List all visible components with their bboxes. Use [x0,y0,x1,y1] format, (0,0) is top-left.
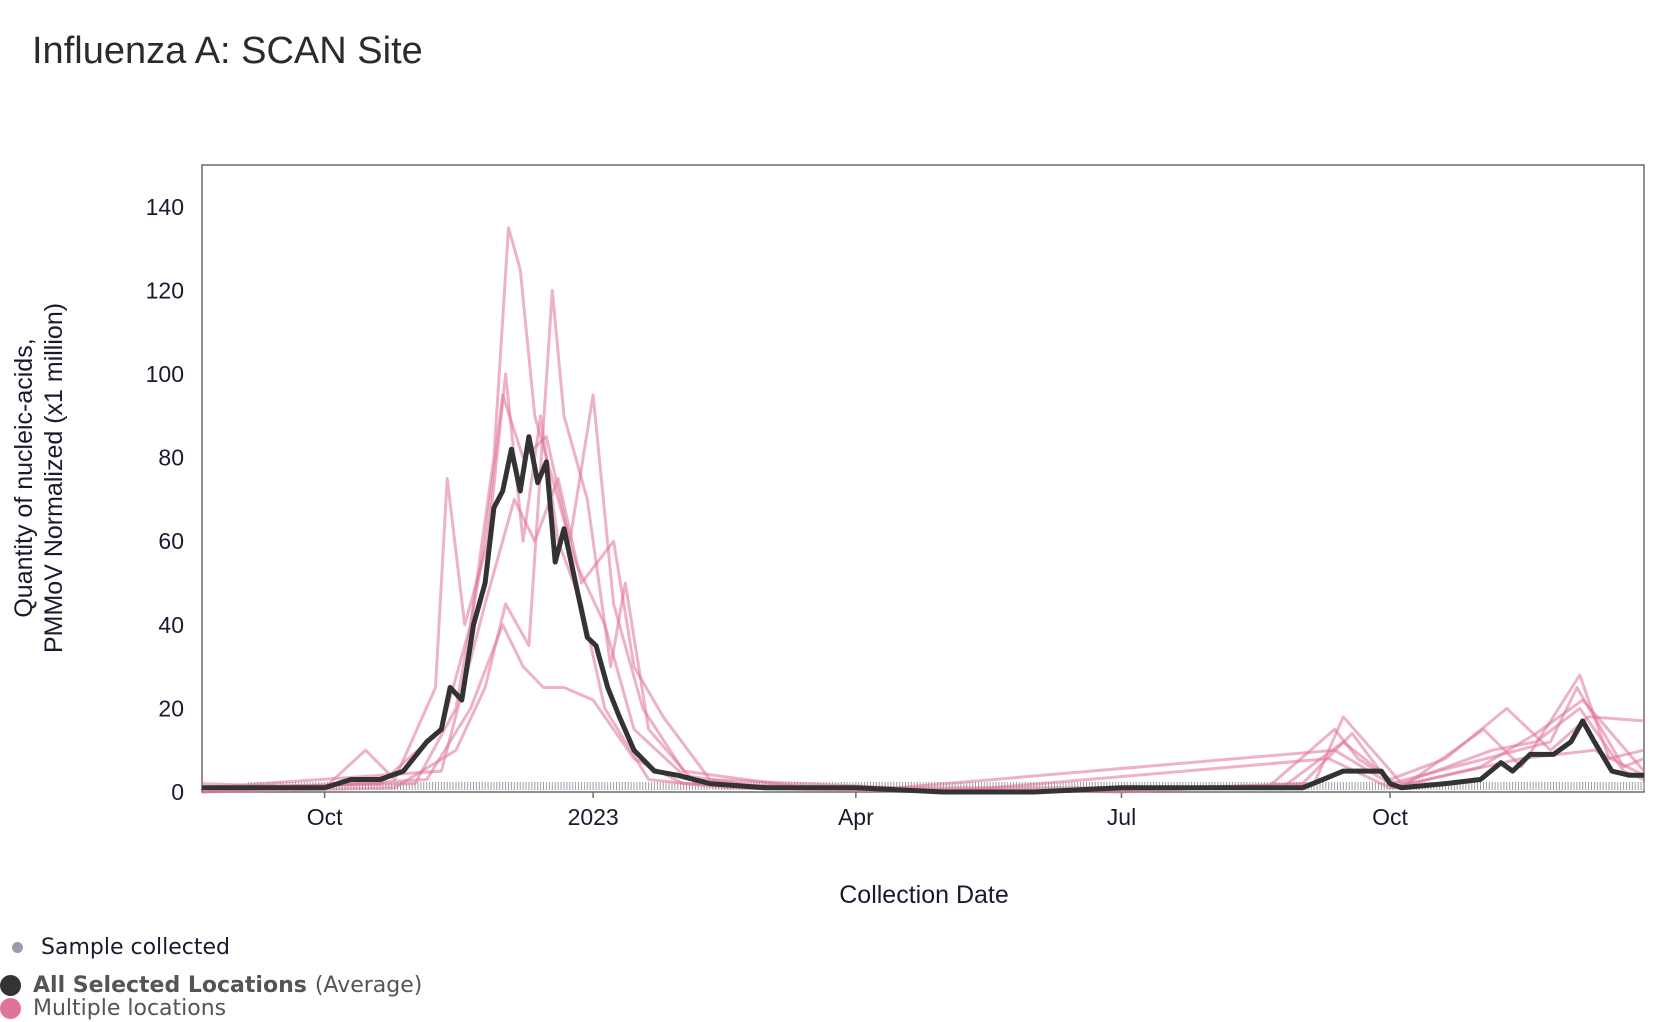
legend-item-sample: Sample collected [12,935,230,960]
x-tick-label: Oct [307,804,343,830]
y-tick-label: 100 [146,361,184,387]
y-tick-label: 80 [158,445,184,471]
average-dot-icon [0,975,21,996]
location-series-line [201,623,1645,794]
y-tick-label: 120 [146,277,184,303]
x-tick-label: 2023 [568,804,619,830]
location-series-line [201,393,1646,794]
x-axis-ticks: Oct 2023 Apr Jul Oct [307,792,1409,830]
y-axis-title-line: Quantity of nucleic-acids, [10,338,38,617]
sample-dot-icon [12,942,23,953]
legend-sample-label: Sample collected [41,935,231,960]
y-axis-title: Quantity of nucleic-acids, PMMoV Normaliz… [10,303,68,653]
y-axis-ticks: 0 20 40 60 80 100 120 140 [146,194,184,805]
x-tick-label: Jul [1107,804,1136,830]
legend-average-suffix: (Average) [314,973,423,998]
y-tick-label: 60 [158,528,184,554]
average-series-line [202,434,1644,795]
x-tick-label: Apr [838,804,874,830]
location-series-line [201,477,1645,790]
locations-dot-icon [0,998,21,1019]
average-series-group [202,434,1644,795]
chart-title: Influenza A: SCAN Site [32,30,423,72]
location-series-line [201,288,1645,794]
location-series-group [201,226,1646,794]
legend-item-locations: Multiple locations [0,996,226,1021]
y-tick-label: 0 [171,779,184,805]
location-series-line [201,372,1645,794]
x-axis-title: Collection Date [839,881,1009,909]
plot-frame [201,164,1645,793]
location-series-line [201,226,1645,794]
legend-average-label: All Selected Locations [33,973,307,998]
y-tick-label: 40 [158,612,184,638]
y-tick-label: 20 [158,695,184,721]
legend-locations-label: Multiple locations [33,996,227,1021]
x-tick-label: Oct [1372,804,1408,830]
legend-item-average: All Selected Locations (Average) [0,973,422,998]
y-axis-title-line: PMMoV Normalized (x1 million) [40,303,68,653]
y-tick-label: 140 [146,194,184,220]
